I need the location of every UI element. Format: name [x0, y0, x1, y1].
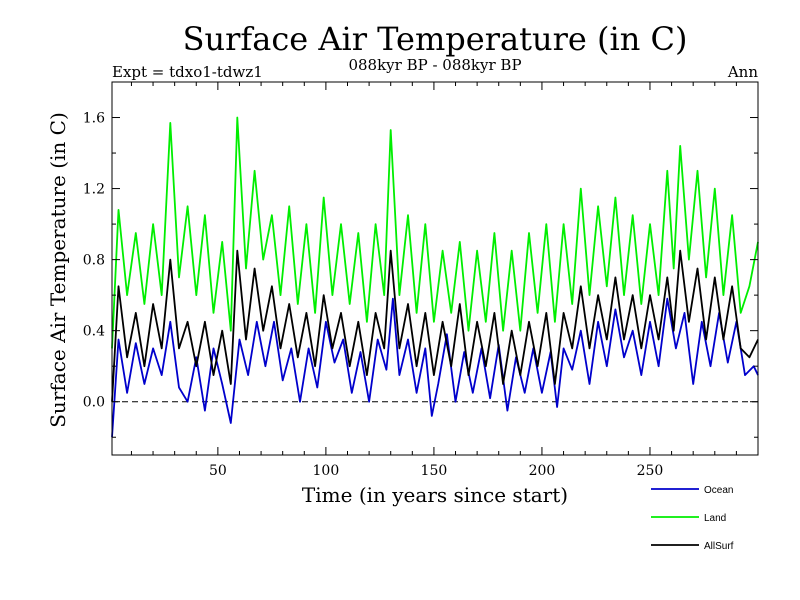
plot-frame [111, 81, 759, 456]
series-line-allsurf [111, 249, 759, 402]
legend-label-ocean: Ocean [704, 485, 733, 496]
y-axis-label: Surface Air Temperature (in C) [46, 112, 70, 428]
legend: Ocean Land AllSurf [651, 485, 734, 552]
y-tick-label: 0.4 [83, 324, 105, 340]
series-line-ocean [111, 297, 759, 438]
legend-label-land: Land [704, 513, 726, 524]
y-tick-label: 1.2 [83, 182, 105, 198]
y-tick-label: 0.8 [83, 253, 105, 269]
x-axis-label: Time (in years since start) [302, 483, 568, 507]
x-tick-label: 50 [209, 463, 227, 479]
chart-subtitle: 088kyr BP - 088kyr BP [348, 56, 521, 74]
axis-layer: 0.0 0.4 0.8 1.2 1.6 50 100 150 200 250 [83, 81, 759, 479]
series-layer [111, 116, 759, 438]
y-tick-label: 1.6 [83, 111, 105, 127]
x-tick-label: 200 [529, 463, 556, 479]
series-line-land [111, 116, 759, 349]
y-tick-label: 0.0 [83, 395, 105, 411]
x-tick-label: 250 [637, 463, 664, 479]
x-tick-label: 150 [421, 463, 448, 479]
period-label: Ann [727, 63, 758, 81]
experiment-label: Expt = tdxo1-tdwz1 [112, 63, 263, 81]
chart-title: Surface Air Temperature (in C) [183, 20, 688, 58]
legend-label-allsurf: AllSurf [704, 541, 734, 552]
x-tick-label: 100 [313, 463, 340, 479]
